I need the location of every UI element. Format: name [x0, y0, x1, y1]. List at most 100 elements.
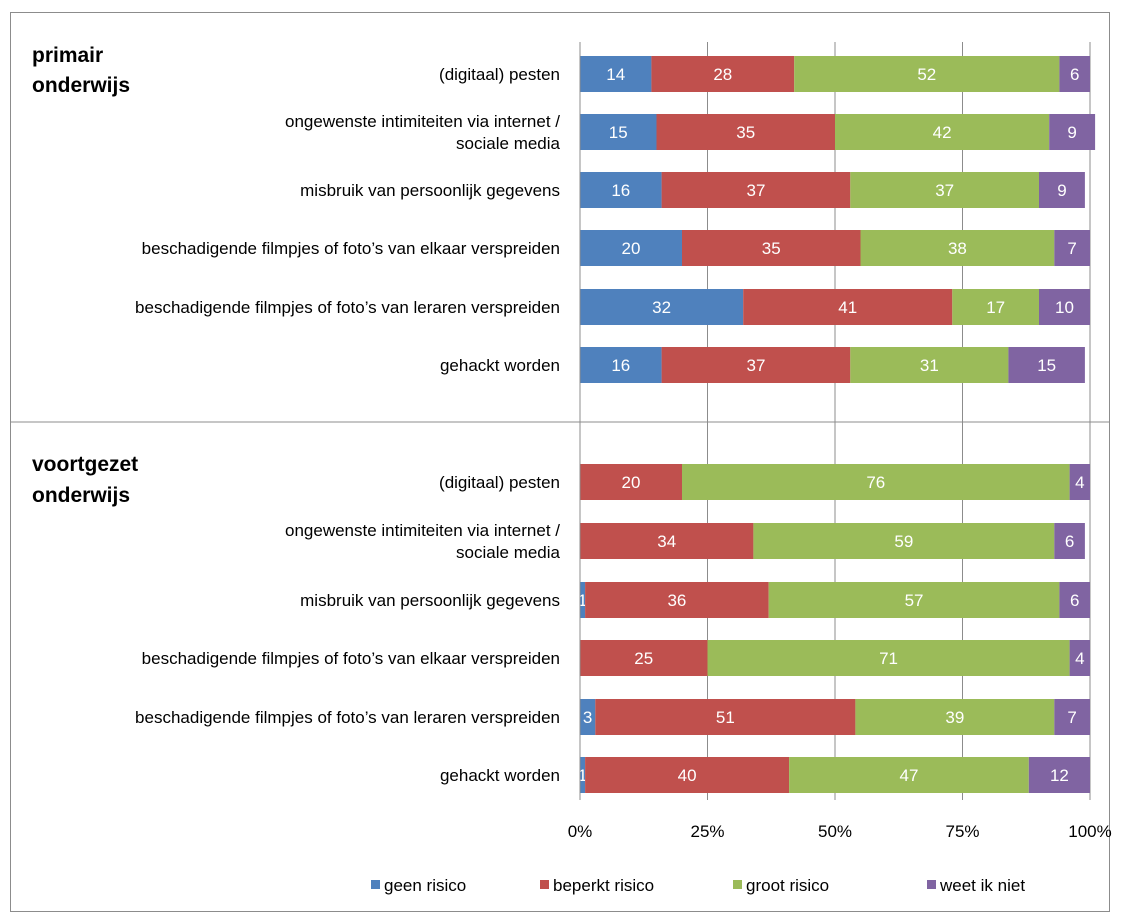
data-label: 4 — [1075, 649, 1084, 668]
bar-segment — [1069, 640, 1090, 676]
group-label: onderwijs — [32, 484, 130, 507]
data-label: 37 — [935, 181, 954, 200]
data-label: 16 — [611, 181, 630, 200]
bar-segment — [580, 172, 662, 208]
category-label: beschadigende filmpjes of foto’s van elk… — [142, 649, 560, 668]
bar-segment — [743, 289, 953, 325]
bar-segment — [835, 114, 1050, 150]
bar-segment — [580, 757, 586, 793]
x-tick-label: 50% — [818, 822, 852, 841]
category-label: misbruik van persoonlijk gegevens — [300, 181, 560, 200]
data-label: 76 — [866, 473, 885, 492]
bar-segment — [682, 464, 1070, 500]
data-label: 20 — [622, 473, 641, 492]
category-label: gehackt worden — [440, 356, 560, 375]
category-label: ongewenste intimiteiten via internet / — [285, 521, 560, 540]
bar-segment — [661, 347, 851, 383]
data-label: 25 — [634, 649, 653, 668]
category-label: sociale media — [456, 134, 560, 153]
bar-segment — [850, 172, 1039, 208]
group-label: primair — [32, 44, 103, 67]
bar-segment — [1054, 523, 1085, 559]
bar-segment — [753, 523, 1055, 559]
x-tick-label: 0% — [568, 822, 593, 841]
data-label: 57 — [905, 591, 924, 610]
legend-label: weet ik niet — [939, 876, 1025, 895]
category-label: ongewenste intimiteiten via internet / — [285, 112, 560, 131]
data-label: 32 — [652, 298, 671, 317]
data-label: 6 — [1070, 591, 1079, 610]
bar-segment — [580, 464, 682, 500]
bar-segment — [768, 582, 1060, 618]
bar-segment — [1054, 699, 1090, 735]
bar-segment — [1059, 56, 1090, 92]
bar-segment — [580, 289, 744, 325]
data-label: 14 — [606, 65, 625, 84]
bar-segment — [580, 114, 657, 150]
data-label: 59 — [894, 532, 913, 551]
data-label: 10 — [1055, 298, 1074, 317]
data-label: 47 — [899, 766, 918, 785]
data-label: 31 — [920, 356, 939, 375]
bar-segment — [682, 230, 861, 266]
data-label: 3 — [583, 708, 592, 727]
bar-segment — [661, 172, 851, 208]
legend-label: geen risico — [384, 876, 466, 895]
bar-segment — [952, 289, 1039, 325]
legend-swatch — [371, 880, 380, 889]
bar-segment — [794, 56, 1060, 92]
bar-segment — [580, 56, 652, 92]
bar-segment — [585, 757, 790, 793]
bar-segment — [1054, 230, 1090, 266]
bar-segment — [595, 699, 856, 735]
legend-label: groot risico — [746, 876, 829, 895]
bar-segment — [789, 757, 1029, 793]
data-label: 38 — [948, 239, 967, 258]
bar-segment — [855, 699, 1055, 735]
category-label: beschadigende filmpjes of foto’s van ler… — [135, 298, 560, 317]
data-label: 12 — [1050, 766, 1069, 785]
data-label: 34 — [657, 532, 676, 551]
bar-segment — [1059, 582, 1090, 618]
bar-segment — [580, 230, 682, 266]
legend-label: beperkt risico — [553, 876, 654, 895]
group-label: onderwijs — [32, 74, 130, 97]
bar-segment — [580, 347, 662, 383]
bar-segment — [585, 582, 769, 618]
bar-segment — [1049, 114, 1096, 150]
bar-segment — [580, 523, 754, 559]
category-label: beschadigende filmpjes of foto’s van elk… — [142, 239, 560, 258]
bar-segment — [1008, 347, 1085, 383]
bar-segment — [656, 114, 835, 150]
legend-swatch — [733, 880, 742, 889]
data-label: 51 — [716, 708, 735, 727]
bar-segment — [1028, 757, 1090, 793]
data-label: 41 — [838, 298, 857, 317]
data-label: 71 — [879, 649, 898, 668]
data-label: 1 — [578, 591, 587, 610]
data-label: 16 — [611, 356, 630, 375]
legend-swatch — [927, 880, 936, 889]
data-label: 28 — [713, 65, 732, 84]
bar-segment — [580, 699, 596, 735]
legend-swatch — [540, 880, 549, 889]
x-tick-label: 25% — [690, 822, 724, 841]
data-label: 6 — [1065, 532, 1074, 551]
data-label: 9 — [1067, 123, 1076, 142]
data-label: 37 — [746, 356, 765, 375]
data-label: 6 — [1070, 65, 1079, 84]
data-label: 9 — [1057, 181, 1066, 200]
bar-segment — [1069, 464, 1090, 500]
category-label: gehackt worden — [440, 766, 560, 785]
data-label: 1 — [578, 766, 587, 785]
bar-segment — [850, 347, 1009, 383]
bar-segment — [1039, 289, 1090, 325]
data-label: 39 — [945, 708, 964, 727]
x-tick-label: 75% — [945, 822, 979, 841]
x-tick-label: 100% — [1068, 822, 1111, 841]
data-label: 40 — [678, 766, 697, 785]
bar-segment — [860, 230, 1055, 266]
category-label: beschadigende filmpjes of foto’s van ler… — [135, 708, 560, 727]
data-label: 7 — [1067, 239, 1076, 258]
